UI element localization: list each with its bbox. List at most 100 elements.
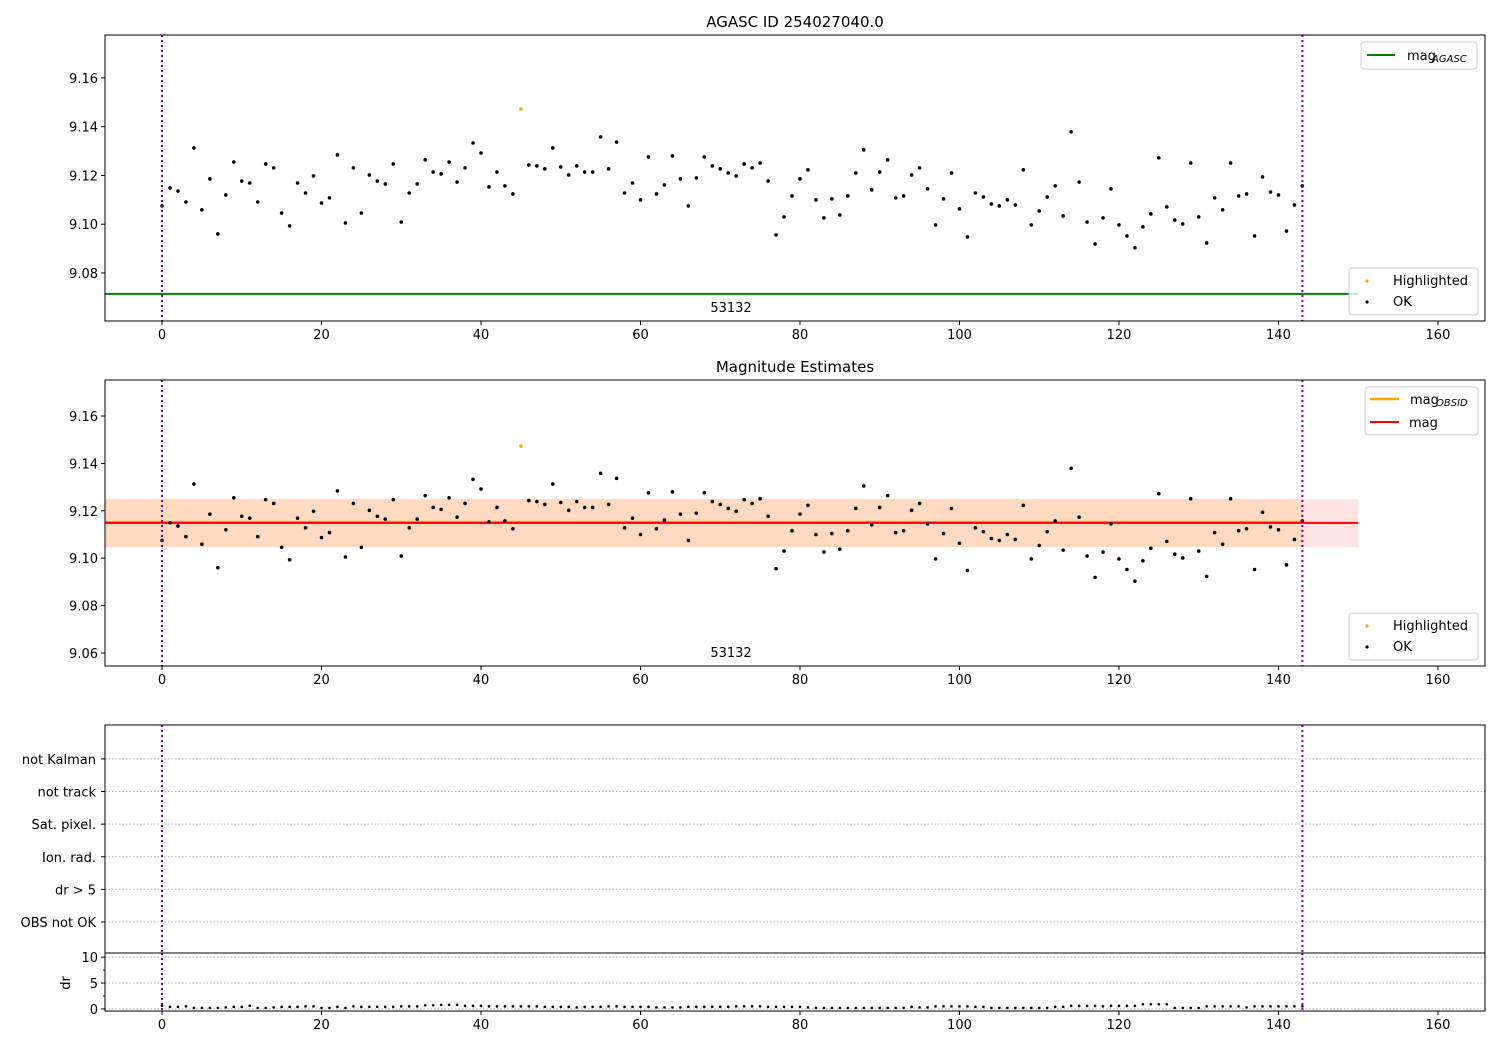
mag-ok-point <box>790 528 794 533</box>
mag-ok-point <box>694 511 699 515</box>
mag-ok-point <box>463 501 467 506</box>
dr-point <box>543 1005 547 1009</box>
dr-point <box>575 1006 578 1009</box>
mag-ok-point <box>901 528 906 533</box>
mag-ok-point <box>247 516 252 520</box>
dr-point <box>312 1005 315 1008</box>
mag-ok-point <box>997 204 1002 208</box>
dr-point <box>631 1005 634 1009</box>
dr-point <box>232 1005 236 1009</box>
panel2-obsid-annotation: 53132 <box>710 646 751 661</box>
mag-ok-point <box>806 168 810 172</box>
mag-ok-point <box>606 167 611 171</box>
mag-ok-point <box>200 208 204 212</box>
dr-point <box>384 1005 387 1009</box>
mag-ok-point <box>1133 579 1137 583</box>
dr-point <box>431 1004 435 1007</box>
mag-ok-point <box>1093 242 1097 246</box>
dr-point <box>655 1006 658 1009</box>
mag-ok-point <box>351 501 356 506</box>
dr-point <box>950 1005 953 1008</box>
mag-ok-point <box>176 524 180 528</box>
mag-ok-point <box>925 187 930 191</box>
dr-point <box>527 1005 531 1008</box>
y-tick-label: 9.08 <box>69 267 98 282</box>
mag-ok-point <box>582 170 587 174</box>
mag-ok-point <box>598 471 603 476</box>
mag-ok-point <box>383 182 388 186</box>
dr-point <box>376 1005 379 1009</box>
dr-point <box>336 1005 339 1009</box>
dr-point <box>591 1005 594 1009</box>
dr-point <box>830 1006 834 1010</box>
mag-ok-point <box>806 503 810 508</box>
panel1-legend-bottom: Highlighted OK <box>1348 267 1479 316</box>
dr-point <box>878 1006 882 1010</box>
mag-ok-point <box>814 198 818 202</box>
mag-ok-point <box>311 509 316 514</box>
mag-ok-point <box>734 509 738 514</box>
mag-ok-point <box>742 497 746 502</box>
mag-ok-point <box>766 514 770 519</box>
dr-point <box>216 1006 220 1010</box>
mag-ok-point <box>327 196 332 200</box>
mag-ok-point <box>1125 567 1129 572</box>
dr-point <box>1261 1005 1264 1008</box>
mag-ok-point <box>1101 550 1105 554</box>
mag-ok-point <box>901 194 906 198</box>
dr-point <box>1213 1005 1216 1008</box>
mag-ok-point <box>208 177 212 181</box>
mag-ok-point <box>176 189 180 193</box>
mag-ok-point <box>670 490 675 494</box>
mag-ok-point <box>1053 184 1057 188</box>
dr-point <box>280 1005 283 1009</box>
mag-ok-point <box>1013 537 1018 542</box>
dr-point <box>511 1005 515 1008</box>
x-tick-label: 100 <box>947 1018 972 1033</box>
mag-ok-point <box>1252 234 1257 238</box>
dr-point <box>671 1006 674 1009</box>
x-tick-label: 0 <box>158 328 166 343</box>
mag-ok-point <box>550 482 555 486</box>
x-tick-label: 120 <box>1107 1018 1132 1033</box>
mag-ok-point <box>263 162 268 166</box>
mag-ok-point <box>774 566 778 571</box>
mag-ok-point <box>686 204 691 208</box>
mag-ok-point <box>1037 543 1042 548</box>
x-tick-label: 160 <box>1426 328 1451 343</box>
mag-ok-point <box>798 512 802 516</box>
mag-ok-point <box>303 526 308 530</box>
mag-ok-point <box>1228 496 1233 501</box>
mag-ok-point <box>861 484 866 488</box>
dr-point <box>607 1005 610 1008</box>
mag-ok-point <box>216 565 220 570</box>
dr-point <box>934 1005 937 1008</box>
dr-point <box>1149 1002 1153 1006</box>
y-tick-label: 9.06 <box>69 647 98 662</box>
mag-ok-point <box>1069 466 1073 471</box>
mag-ok-point <box>893 530 898 535</box>
dr-point <box>399 1005 403 1008</box>
mag-ok-point <box>351 166 356 170</box>
mag-ok-point <box>582 505 587 510</box>
dr-point <box>1006 1006 1009 1010</box>
panel2-legend-top: mag OBSID mag <box>1364 386 1479 436</box>
mag-ok-point <box>965 235 970 239</box>
legend-ok-marker <box>1365 645 1369 649</box>
mag-ok-point <box>925 522 930 526</box>
dr-point <box>1189 1006 1193 1010</box>
mag-ok-point <box>869 522 874 527</box>
x-tick-label: 0 <box>158 673 166 688</box>
dr-point <box>942 1005 945 1008</box>
y-tick-label: 9.16 <box>69 72 98 87</box>
mag-ok-point <box>877 505 882 510</box>
dr-point <box>551 1005 555 1009</box>
dr-point <box>1229 1005 1232 1008</box>
mag-ok-point <box>319 201 324 205</box>
mag-ok-point <box>662 183 667 187</box>
dr-point <box>790 1005 794 1009</box>
mag-ok-point <box>981 529 986 534</box>
dr-point <box>559 1005 563 1009</box>
mag-ok-point <box>168 521 172 525</box>
mag-ok-point <box>798 177 802 181</box>
